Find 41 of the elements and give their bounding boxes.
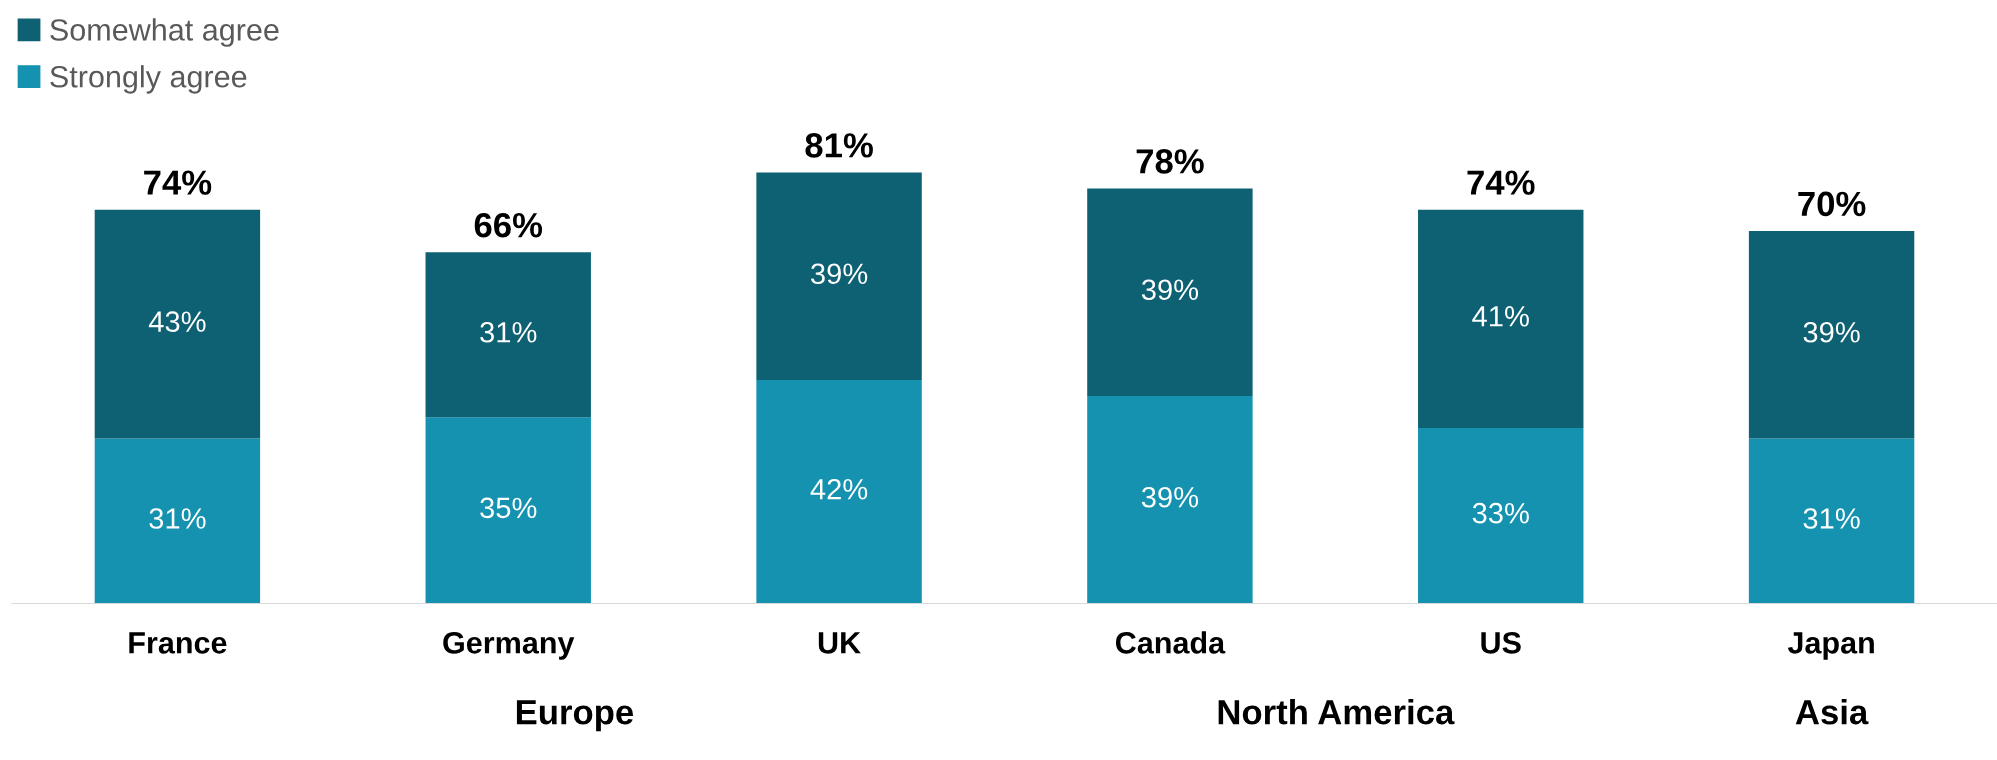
x-tick-label: France <box>129 632 227 654</box>
bar <box>1087 395 1253 604</box>
data-label: 31% <box>1803 508 1860 529</box>
data-label: 31% <box>149 508 206 529</box>
legend-label: Somewhat agree <box>50 18 279 47</box>
bar <box>1748 438 1915 604</box>
total-label: 74% <box>1467 170 1535 195</box>
bar <box>756 172 922 380</box>
bar <box>756 380 922 604</box>
bar <box>1418 427 1584 604</box>
bar <box>1748 231 1915 439</box>
data-label: 33% <box>1472 502 1529 524</box>
data-label: 35% <box>480 497 537 519</box>
x-tick-label: Japan <box>1787 632 1874 660</box>
bar <box>1418 209 1584 428</box>
x-tick-label: Canada <box>1115 631 1226 654</box>
data-label: 41% <box>1472 306 1529 327</box>
x-tick-label: Germany <box>443 632 575 660</box>
total-label: 70% <box>1798 191 1866 217</box>
total-label: 78% <box>1136 149 1204 174</box>
x-tick-label: UK <box>818 632 861 654</box>
total-label: 81% <box>805 133 873 158</box>
data-label: 31% <box>480 321 537 343</box>
bar <box>1087 188 1253 396</box>
text: Asia <box>1795 698 1869 725</box>
data-label: 42% <box>810 478 868 500</box>
data-label: 39% <box>811 263 868 285</box>
data-label: 39% <box>1803 321 1860 343</box>
text: Europe <box>516 700 634 732</box>
total-label: 74% <box>144 170 212 195</box>
bar <box>94 438 261 604</box>
x-tick-label: US <box>1481 632 1521 654</box>
bar <box>425 417 591 604</box>
data-label: 39% <box>1141 279 1199 301</box>
legend-label: Strongly agree <box>50 65 247 94</box>
data-label: 43% <box>148 311 206 332</box>
bar <box>94 209 261 439</box>
data-label: 39% <box>1141 486 1199 508</box>
total-label: 66% <box>474 212 543 238</box>
text: North America <box>1218 698 1455 725</box>
bar <box>425 252 591 418</box>
